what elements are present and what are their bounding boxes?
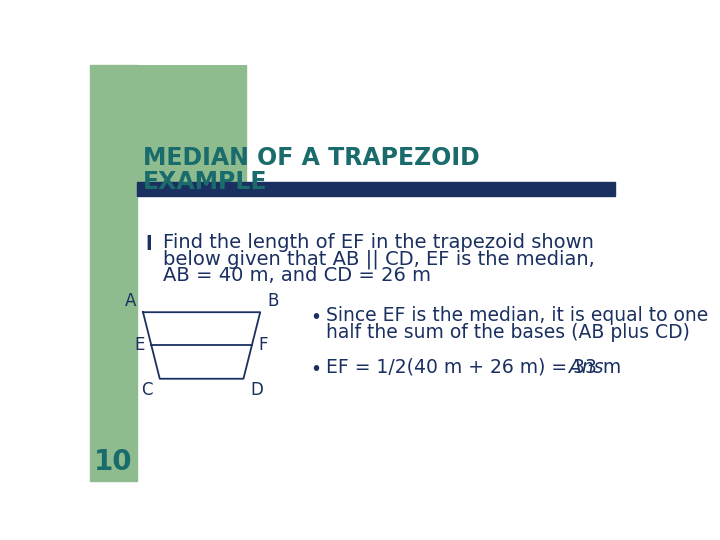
Text: below given that AB || CD, EF is the median,: below given that AB || CD, EF is the med… [163, 250, 594, 269]
Text: D: D [250, 381, 263, 399]
Bar [138, 65, 246, 181]
Text: B: B [267, 292, 278, 310]
Text: half the sum of the bases (AB plus CD): half the sum of the bases (AB plus CD) [326, 322, 690, 342]
Text: MEDIAN OF A TRAPEZOID: MEDIAN OF A TRAPEZOID [143, 146, 480, 170]
Text: 10: 10 [94, 448, 132, 476]
Text: Since EF is the median, it is equal to one: Since EF is the median, it is equal to o… [326, 306, 708, 325]
Text: C: C [142, 381, 153, 399]
Text: EXAMPLE: EXAMPLE [143, 170, 268, 194]
Text: AB = 40 m, and CD = 26 m: AB = 40 m, and CD = 26 m [163, 266, 431, 286]
Text: Find the length of EF in the trapezoid shown: Find the length of EF in the trapezoid s… [163, 233, 593, 252]
Text: •: • [310, 308, 322, 327]
Text: E: E [135, 336, 145, 354]
Text: EF = 1/2(40 m + 26 m) = 33 m: EF = 1/2(40 m + 26 m) = 33 m [326, 358, 634, 377]
Bar [90, 65, 138, 481]
Bar [138, 183, 615, 196]
Text: •: • [310, 360, 322, 379]
Text: l: l [145, 235, 153, 254]
Text: Ans: Ans [569, 358, 603, 377]
Text: A: A [125, 292, 136, 310]
Text: F: F [258, 336, 268, 354]
